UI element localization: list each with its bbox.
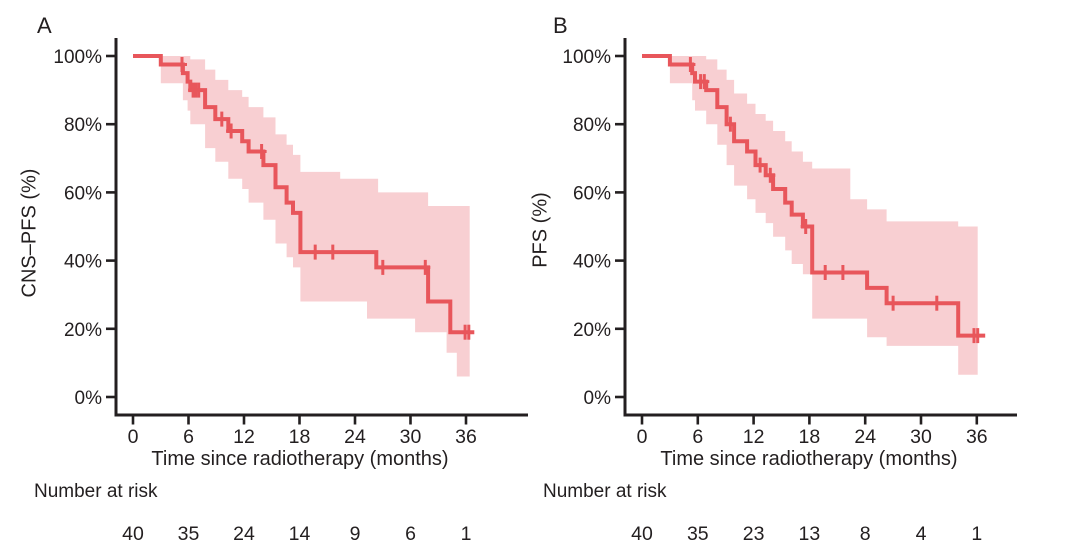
y-tick-label: 20% bbox=[573, 320, 611, 341]
risk-count: 1 bbox=[971, 523, 982, 545]
panel-a-number-at-risk-label: Number at risk bbox=[34, 481, 158, 502]
risk-count: 40 bbox=[631, 523, 653, 545]
risk-count: 35 bbox=[687, 523, 709, 545]
x-tick-label: 36 bbox=[966, 426, 988, 448]
y-tick-label: 0% bbox=[584, 388, 612, 409]
confidence-band bbox=[160, 56, 470, 377]
y-tick-label: 80% bbox=[573, 115, 611, 136]
risk-count: 1 bbox=[461, 523, 472, 545]
confidence-band bbox=[669, 56, 978, 375]
risk-count: 14 bbox=[289, 523, 311, 545]
x-tick-label: 6 bbox=[692, 426, 703, 448]
x-tick-label: 30 bbox=[400, 426, 422, 448]
x-tick-label: 12 bbox=[233, 426, 255, 448]
risk-count: 13 bbox=[799, 523, 821, 545]
x-tick-label: 24 bbox=[854, 426, 876, 448]
risk-count: 35 bbox=[178, 523, 200, 545]
x-tick-label: 0 bbox=[637, 426, 648, 448]
panel-b-number-at-risk-label: Number at risk bbox=[543, 481, 667, 502]
x-tick-label: 12 bbox=[743, 426, 765, 448]
y-tick-label: 100% bbox=[53, 47, 102, 68]
x-tick-label: 18 bbox=[799, 426, 821, 448]
y-tick-label: 60% bbox=[573, 183, 611, 204]
risk-count: 40 bbox=[122, 523, 144, 545]
panel-a-letter: A bbox=[37, 13, 52, 38]
x-tick-label: 0 bbox=[128, 426, 139, 448]
y-tick-label: 100% bbox=[562, 47, 611, 68]
risk-count: 6 bbox=[405, 523, 416, 545]
x-tick-label: 36 bbox=[455, 426, 477, 448]
panel-a-y-axis-title: CNS–PFS (%) bbox=[18, 168, 41, 298]
y-tick-label: 40% bbox=[64, 252, 102, 273]
km-curve bbox=[133, 54, 475, 335]
risk-count: 8 bbox=[860, 523, 871, 545]
risk-count: 24 bbox=[233, 523, 255, 545]
risk-count: 23 bbox=[743, 523, 765, 545]
x-tick-label: 18 bbox=[289, 426, 311, 448]
y-tick-label: 40% bbox=[573, 252, 611, 273]
risk-count: 4 bbox=[916, 523, 927, 545]
y-tick-label: 0% bbox=[75, 388, 103, 409]
panel-a-x-axis-title: Time since radiotherapy (months) bbox=[151, 448, 449, 470]
y-tick-label: 80% bbox=[64, 115, 102, 136]
x-tick-label: 24 bbox=[344, 426, 366, 448]
panel-b-letter: B bbox=[553, 13, 568, 38]
panel-b-x-axis-title: Time since radiotherapy (months) bbox=[660, 448, 958, 470]
risk-count: 9 bbox=[350, 523, 361, 545]
x-tick-label: 6 bbox=[183, 426, 194, 448]
panel-b-y-axis-title: PFS (%) bbox=[529, 192, 552, 268]
y-tick-label: 60% bbox=[64, 183, 102, 204]
y-tick-label: 20% bbox=[64, 320, 102, 341]
x-tick-label: 30 bbox=[910, 426, 932, 448]
